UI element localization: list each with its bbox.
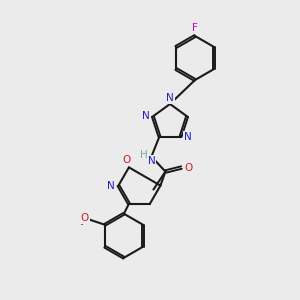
Text: N: N	[148, 156, 155, 166]
Text: O: O	[81, 213, 89, 223]
Text: F: F	[192, 23, 198, 33]
Text: N: N	[142, 111, 150, 122]
Text: H: H	[140, 150, 147, 160]
Text: N: N	[184, 132, 191, 142]
Text: N: N	[106, 181, 114, 190]
Text: O: O	[184, 163, 193, 172]
Text: O: O	[123, 155, 131, 165]
Text: N: N	[166, 93, 174, 103]
